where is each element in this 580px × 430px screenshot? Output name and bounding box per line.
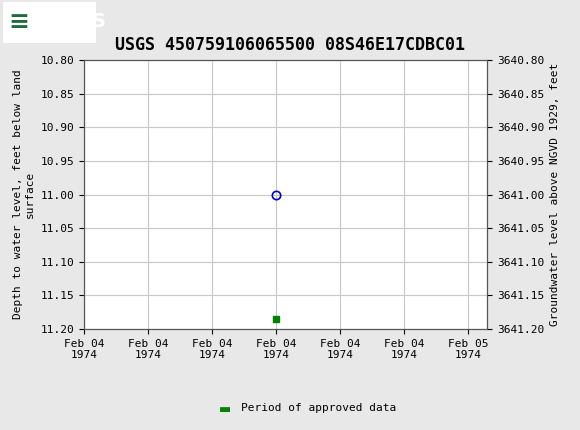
Y-axis label: Depth to water level, feet below land
surface: Depth to water level, feet below land su…: [13, 70, 35, 319]
Text: USGS: USGS: [46, 12, 106, 31]
Text: Period of approved data: Period of approved data: [241, 402, 396, 413]
Bar: [3, 2, 96, 43]
Text: ▬: ▬: [220, 399, 230, 418]
Text: USGS 450759106065500 08S46E17CDBC01: USGS 450759106065500 08S46E17CDBC01: [115, 36, 465, 54]
Text: ≡: ≡: [9, 9, 30, 34]
Y-axis label: Groundwater level above NGVD 1929, feet: Groundwater level above NGVD 1929, feet: [550, 63, 560, 326]
